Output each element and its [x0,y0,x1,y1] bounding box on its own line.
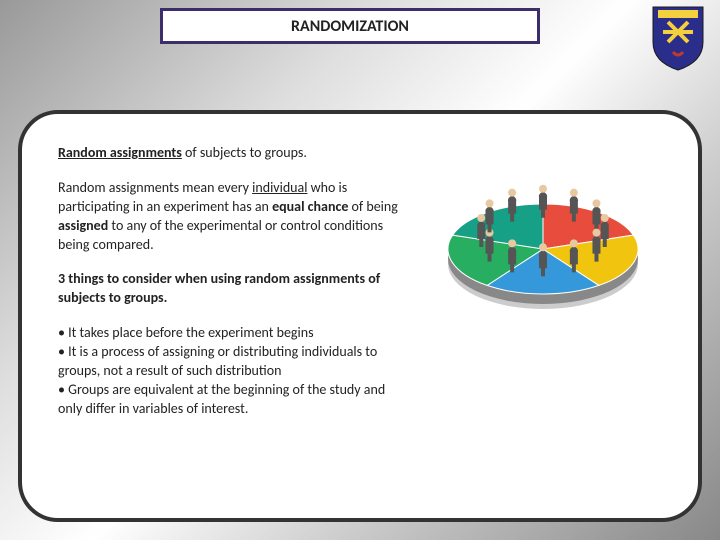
crest-icon [648,2,708,72]
title-box: RANDOMIZATION [160,8,540,44]
list-item: • It is a process of assigning or distri… [58,343,403,381]
title-text: RANDOMIZATION [291,17,409,36]
image-column [423,144,662,488]
heading-line: Random assignments of subjects to groups… [58,144,403,163]
pie-chart-graphic [428,164,658,334]
list-item: • It takes place before the experiment b… [58,324,403,343]
content-panel: Random assignments of subjects to groups… [18,110,702,522]
text-column: Random assignments of subjects to groups… [58,144,403,488]
considerations-list: • It takes place before the experiment b… [58,324,403,418]
university-crest [648,2,708,72]
definition-paragraph: Random assignments mean every individual… [58,179,403,255]
subheading: 3 things to consider when using random a… [58,270,403,308]
list-item: • Groups are equivalent at the beginning… [58,381,403,419]
